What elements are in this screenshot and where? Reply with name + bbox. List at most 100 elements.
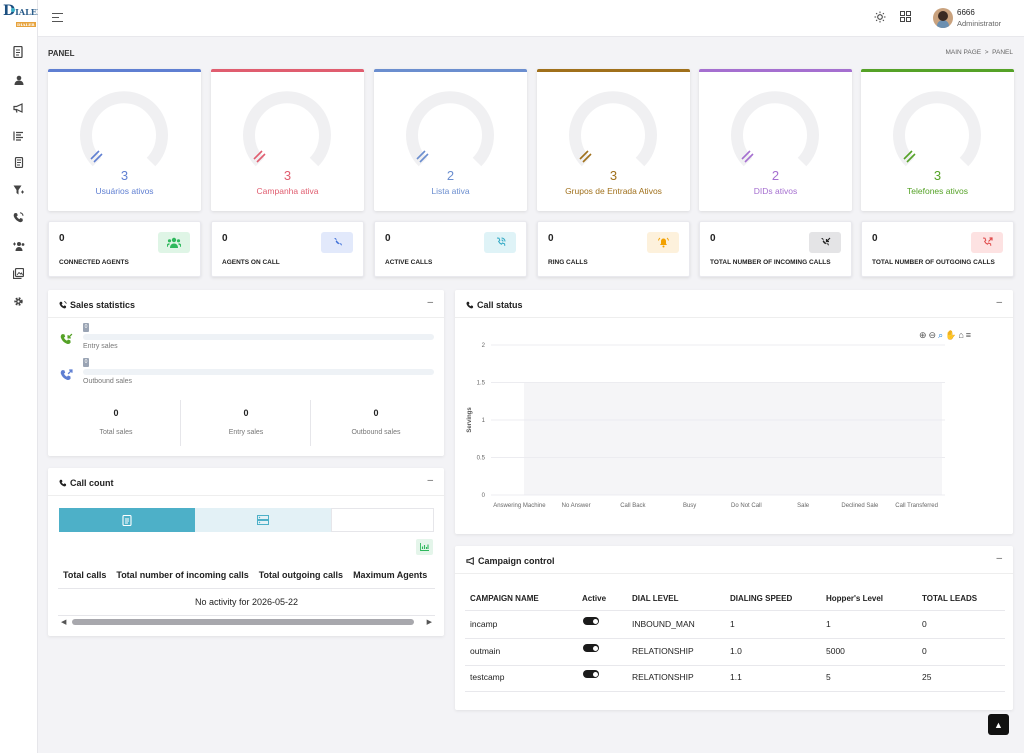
- gauge-card: 3 Grupos de Entrada Ativos: [537, 69, 690, 211]
- column-header[interactable]: TOTAL LEADS: [922, 594, 978, 603]
- horizontal-scrollbar[interactable]: ◀ ▶: [58, 615, 435, 627]
- pan-icon[interactable]: ✋: [945, 330, 959, 340]
- phone-icon: [59, 479, 67, 487]
- x-tick-label: Busy: [683, 503, 696, 509]
- scrollbar-thumb[interactable]: [72, 619, 414, 625]
- breadcrumb-separator: >: [984, 49, 989, 56]
- user-role: Administrator: [957, 19, 1002, 28]
- gauge-ring: [406, 91, 494, 167]
- column-header[interactable]: Total outgoing calls: [258, 570, 344, 580]
- active-toggle[interactable]: [583, 617, 599, 625]
- gauge-ring: [80, 91, 168, 167]
- y-tick-label: 1: [482, 418, 486, 424]
- scroll-left-icon[interactable]: ◀: [61, 619, 67, 626]
- megaphone-icon: [466, 556, 474, 566]
- column-header[interactable]: Total number of incoming calls: [116, 570, 249, 580]
- zoom-out-icon[interactable]: ⊖: [928, 330, 939, 340]
- gauge-label: Telefones ativos: [907, 186, 968, 196]
- stat-label: TOTAL NUMBER OF OUTGOING CALLS: [872, 259, 995, 266]
- phone-incoming-icon: [60, 333, 73, 348]
- logo[interactable]: DIALER DIALER: [3, 3, 44, 27]
- gauge-ring: [893, 91, 981, 167]
- tab-list-view[interactable]: [195, 508, 331, 532]
- minimize-button[interactable]: –: [427, 475, 433, 486]
- gauge-card: 3 Telefones ativos: [861, 69, 1014, 211]
- stat-value: 0: [548, 233, 554, 244]
- stat-value: 0: [222, 233, 228, 244]
- gauge-value: 3: [283, 168, 292, 183]
- apps-grid-icon[interactable]: [900, 11, 911, 25]
- user-icon[interactable]: [11, 72, 26, 87]
- report-icon[interactable]: [11, 155, 26, 170]
- entry-sales-stat: 0 Entry sales: [181, 408, 311, 436]
- magnify-icon[interactable]: ⌕: [938, 330, 946, 340]
- panel-header: Call count –: [48, 468, 444, 496]
- scroll-right-icon[interactable]: ▶: [426, 619, 432, 626]
- avatar[interactable]: [933, 8, 953, 28]
- breadcrumb-current: PANEL: [992, 49, 1013, 56]
- home-icon[interactable]: ⌂: [958, 330, 966, 340]
- breadcrumb-home[interactable]: MAIN PAGE: [945, 49, 982, 56]
- phone-outgoing-icon: [60, 369, 73, 384]
- stat-label: Total sales: [99, 429, 133, 436]
- panel-header: Call status –: [455, 290, 1013, 318]
- gauge-card: 3 Campanha ativa: [211, 69, 364, 211]
- sun-icon[interactable]: [874, 11, 886, 26]
- megaphone-icon[interactable]: [11, 100, 26, 115]
- list-icon[interactable]: [11, 128, 26, 143]
- column-header[interactable]: Total calls: [63, 570, 107, 580]
- phone-icon: [466, 301, 474, 309]
- outbound-sales-label: Outbound sales: [83, 378, 133, 385]
- zoom-in-icon[interactable]: ⊕: [919, 330, 929, 340]
- document-icon: [122, 514, 132, 526]
- column-header[interactable]: Maximum Agents: [353, 570, 428, 580]
- tab-table-view[interactable]: [59, 508, 195, 532]
- column-header[interactable]: Active: [582, 594, 607, 603]
- active-toggle[interactable]: [583, 644, 599, 652]
- add-users-icon[interactable]: [11, 238, 26, 253]
- stat-label: AGENTS ON CALL: [222, 259, 280, 266]
- campaign-cell-dial-level: RELATIONSHIP: [632, 646, 694, 656]
- phone-call-icon[interactable]: [11, 210, 26, 225]
- filter-icon[interactable]: [11, 182, 26, 197]
- gallery-icon[interactable]: [11, 266, 26, 281]
- column-header[interactable]: DIALING SPEED: [730, 594, 793, 603]
- panel-title: Campaign control: [466, 556, 555, 566]
- menu-icon[interactable]: ≡: [965, 330, 974, 340]
- document-icon[interactable]: [11, 44, 26, 59]
- call-count-title: Call count: [70, 478, 114, 488]
- tab-empty[interactable]: [331, 508, 434, 532]
- stat-value: 0: [872, 233, 878, 244]
- stat-card: 0 TOTAL NUMBER OF INCOMING CALLS: [699, 221, 852, 277]
- phone-incoming-icon: [809, 232, 841, 253]
- campaign-title: Campaign control: [478, 556, 555, 566]
- logo-text: IALER: [15, 7, 44, 17]
- column-header[interactable]: Hopper's Level: [826, 594, 884, 603]
- minimize-button[interactable]: –: [427, 297, 433, 308]
- outbound-sales-bar: [83, 369, 434, 375]
- phone-outgoing-icon: [971, 232, 1003, 253]
- column-header[interactable]: DIAL LEVEL: [632, 594, 679, 603]
- menu-toggle-icon[interactable]: [52, 13, 63, 23]
- empty-message: No activity for 2026-05-22: [194, 597, 299, 607]
- call-status-chart: 0 0.5 1 1.5 2 Answering Machine No Answer Call …: [467, 343, 945, 509]
- scroll-to-top-button[interactable]: ▲: [988, 714, 1009, 735]
- y-tick-label: 1.5: [477, 381, 486, 387]
- campaign-cell-name[interactable]: incamp: [470, 619, 498, 629]
- minimize-button[interactable]: –: [996, 297, 1002, 308]
- campaign-cell-speed: 1: [730, 619, 735, 629]
- campaign-cell-dial-level: INBOUND_MAN: [632, 619, 695, 629]
- gauge-value: 2: [771, 168, 780, 183]
- entry-sales-bar: [83, 334, 434, 340]
- stat-label: Outbound sales: [351, 429, 401, 436]
- user-name[interactable]: 6666: [957, 8, 975, 17]
- minimize-button[interactable]: –: [996, 553, 1002, 564]
- column-header[interactable]: CAMPAIGN NAME: [470, 594, 539, 603]
- outbound-sales-pin: 0: [83, 358, 89, 367]
- campaign-cell-name[interactable]: outmain: [470, 646, 501, 656]
- panel-title: Call count: [59, 478, 114, 488]
- gear-icon[interactable]: [11, 294, 26, 309]
- campaign-cell-name[interactable]: testcamp: [470, 672, 505, 682]
- chart-toggle-button[interactable]: [416, 539, 433, 555]
- active-toggle[interactable]: [583, 670, 599, 678]
